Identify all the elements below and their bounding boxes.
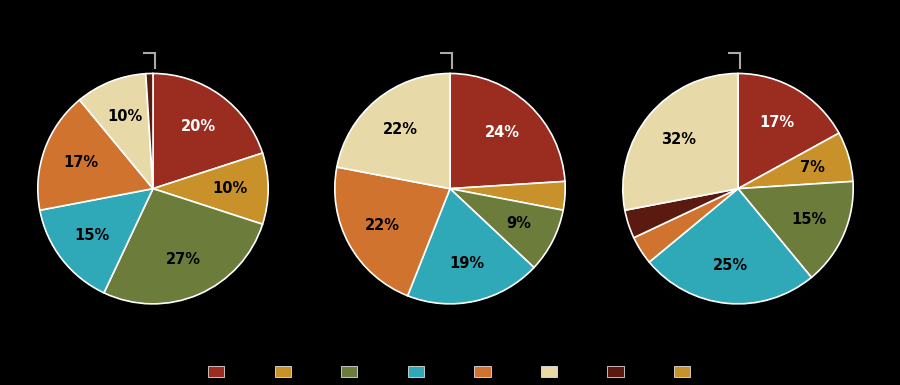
Wedge shape bbox=[649, 189, 812, 304]
Wedge shape bbox=[625, 189, 738, 238]
Wedge shape bbox=[450, 181, 565, 210]
Text: 19%: 19% bbox=[449, 256, 484, 271]
Wedge shape bbox=[634, 189, 738, 262]
Text: 17%: 17% bbox=[63, 155, 98, 170]
Text: 15%: 15% bbox=[791, 212, 826, 227]
Wedge shape bbox=[738, 181, 853, 278]
Text: 10%: 10% bbox=[107, 109, 142, 124]
Text: 10%: 10% bbox=[212, 181, 248, 196]
Wedge shape bbox=[104, 189, 263, 304]
Wedge shape bbox=[40, 189, 153, 293]
Text: 20%: 20% bbox=[181, 119, 216, 134]
Text: 15%: 15% bbox=[75, 228, 110, 243]
Text: 27%: 27% bbox=[166, 252, 202, 267]
Wedge shape bbox=[450, 74, 565, 189]
Text: 9%: 9% bbox=[507, 216, 531, 231]
Text: 24%: 24% bbox=[485, 125, 520, 140]
Wedge shape bbox=[153, 153, 268, 224]
Text: 32%: 32% bbox=[661, 132, 696, 147]
Text: 7%: 7% bbox=[800, 160, 824, 175]
Wedge shape bbox=[408, 189, 534, 304]
Wedge shape bbox=[623, 74, 738, 210]
Wedge shape bbox=[153, 74, 263, 189]
Wedge shape bbox=[335, 167, 450, 296]
Wedge shape bbox=[38, 100, 153, 210]
Wedge shape bbox=[146, 74, 153, 189]
Wedge shape bbox=[738, 74, 839, 189]
Text: 17%: 17% bbox=[760, 115, 795, 130]
Text: 22%: 22% bbox=[383, 122, 418, 137]
Wedge shape bbox=[450, 189, 563, 268]
Wedge shape bbox=[738, 133, 853, 189]
Text: 22%: 22% bbox=[364, 218, 400, 233]
Text: 25%: 25% bbox=[713, 258, 748, 273]
Wedge shape bbox=[337, 74, 450, 189]
Wedge shape bbox=[79, 74, 153, 189]
